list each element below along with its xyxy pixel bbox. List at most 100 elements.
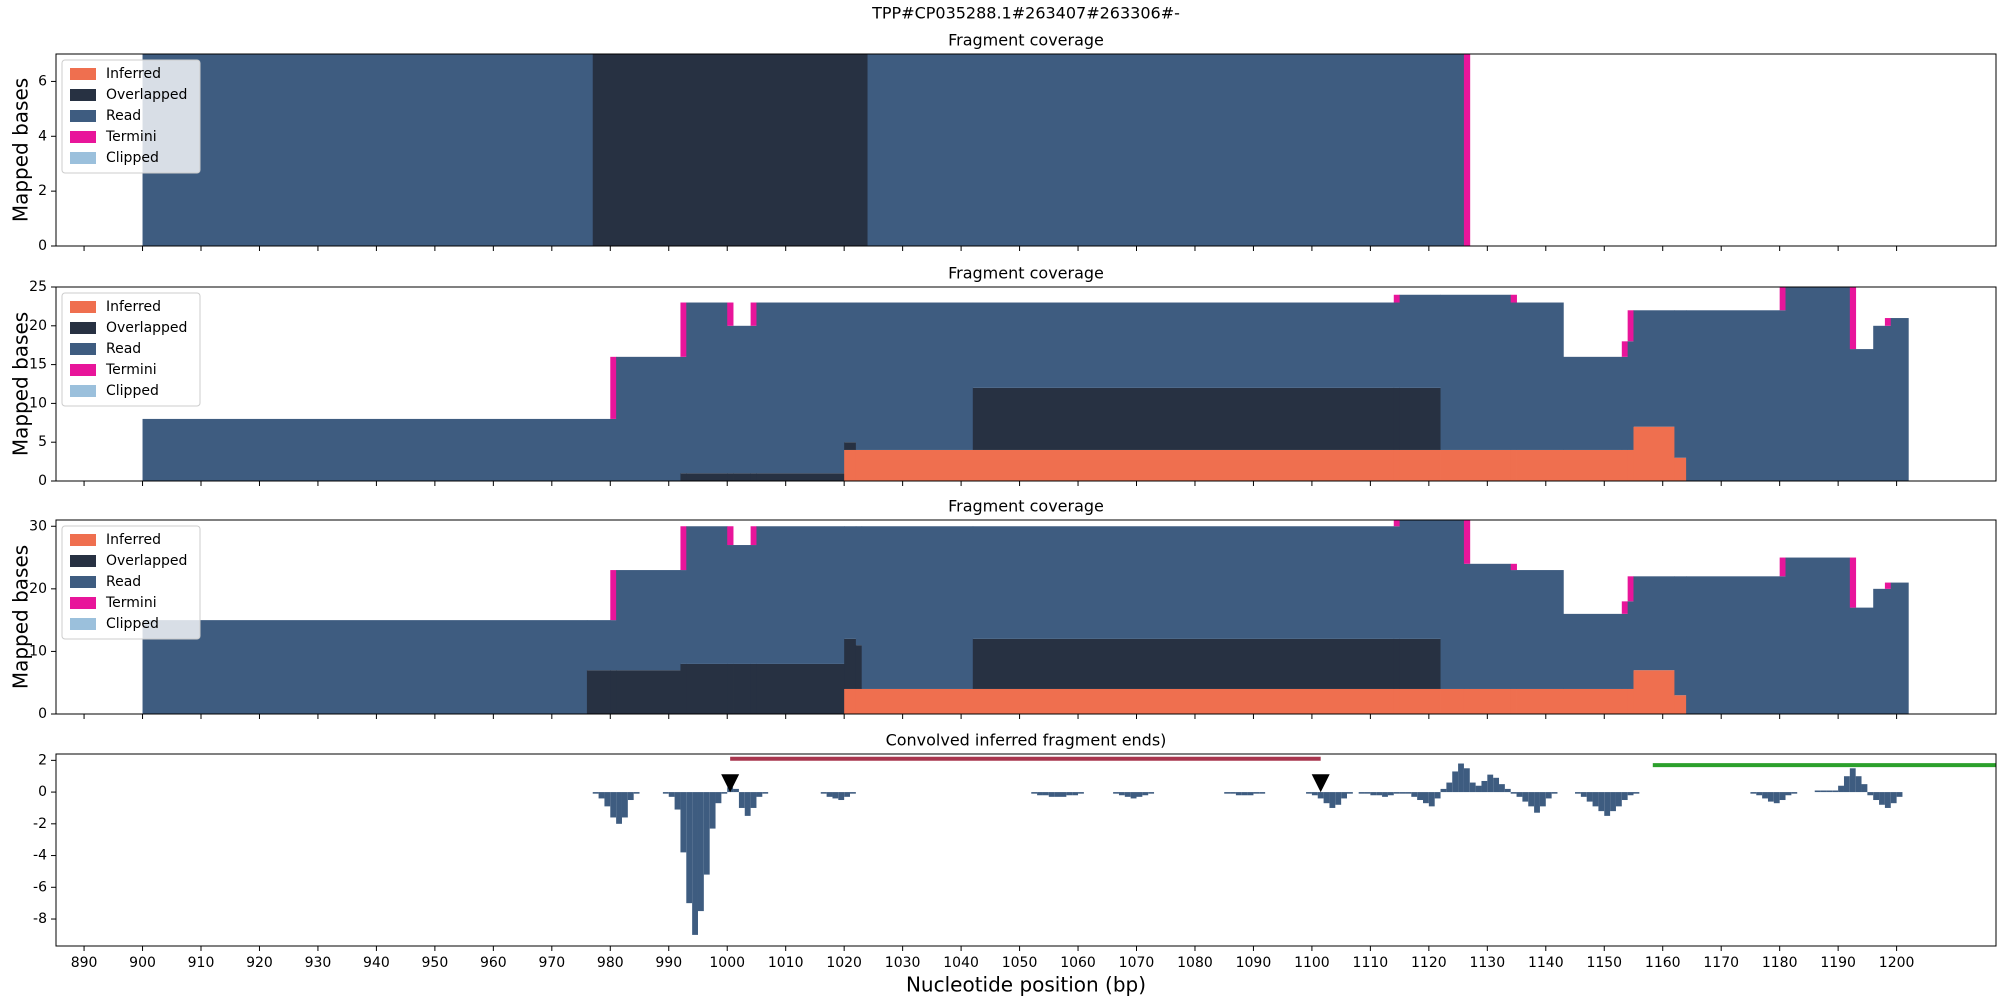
coverage-segment: [1399, 449, 1441, 481]
coverage-segment: [1469, 563, 1512, 689]
bar: [1113, 792, 1119, 794]
bar: [1253, 792, 1260, 794]
coverage-segment: [1516, 570, 1564, 689]
coverage-segment: [586, 620, 611, 671]
legend-swatch: [70, 131, 96, 143]
coverage-segment: [1855, 349, 1874, 481]
coverage-segment: [1621, 688, 1629, 714]
coverage-segment: [1674, 576, 1687, 696]
bar: [1504, 788, 1511, 793]
axes-frame: [55, 519, 1997, 715]
coverage-segment: [1510, 570, 1517, 689]
coverage-segment: [142, 620, 588, 714]
x-tick-label: 970: [538, 955, 565, 971]
coverage-segment: [727, 302, 734, 326]
coverage-segment: [844, 449, 857, 481]
panel-title: Fragment coverage: [948, 497, 1104, 516]
coverage-segment: [1510, 449, 1517, 481]
coverage-segment: [1890, 582, 1909, 714]
coverage-segment: [1890, 318, 1909, 481]
bar: [598, 792, 605, 799]
coverage-segment: [855, 449, 974, 481]
bar: [715, 792, 722, 804]
x-tick-label: 1030: [885, 955, 921, 971]
coverage-segment: [1393, 449, 1401, 481]
coverage-segment: [750, 325, 757, 474]
coverage-segment: [972, 688, 1395, 714]
x-tick-label: 1040: [943, 955, 979, 971]
legend-swatch: [70, 385, 96, 397]
plot-area: [592, 756, 1996, 935]
legend-swatch: [70, 534, 96, 546]
bar: [1873, 792, 1880, 801]
coverage-segment: [610, 620, 617, 671]
coverage-segment: [616, 570, 681, 671]
coverage-segment: [1855, 607, 1874, 714]
bar: [1779, 792, 1786, 801]
coverage-segment: [727, 663, 734, 714]
bar: [744, 792, 751, 816]
bar: [1890, 792, 1897, 804]
panel-title: Fragment coverage: [948, 31, 1104, 50]
legend-swatch: [70, 576, 96, 588]
bar: [1791, 792, 1798, 794]
bar: [1042, 792, 1049, 796]
bar: [1230, 792, 1236, 794]
coverage-segment: [972, 526, 1395, 639]
y-tick-label: 5: [38, 434, 47, 450]
legend-label: Clipped: [106, 616, 159, 632]
coverage-segment: [680, 663, 687, 714]
coverage-segment: [1399, 294, 1441, 388]
legend-swatch: [70, 110, 96, 122]
legend-box: [61, 59, 201, 174]
coverage-segment: [686, 473, 728, 481]
y-tick-label: -8: [33, 911, 47, 927]
coverage-segment: [733, 325, 752, 474]
coverage-segment: [1627, 341, 1634, 450]
bar: [1124, 792, 1131, 797]
plot-area: [142, 287, 1909, 481]
coverage-segment: [1399, 520, 1441, 639]
bar: [1849, 768, 1856, 793]
coverage-segment: [972, 638, 1395, 689]
legend-label: Read: [106, 341, 141, 357]
bar: [1534, 792, 1540, 813]
coverage-segment: [1463, 520, 1471, 564]
bar: [1411, 792, 1418, 797]
coverage-segment: [733, 663, 752, 714]
y-tick-label: 2: [38, 183, 47, 199]
coverage-segment: [750, 302, 757, 326]
coverage-segment: [1779, 287, 1786, 311]
bar: [721, 792, 728, 794]
coverage-segment: [1873, 588, 1886, 714]
legend-box: [61, 292, 201, 407]
bar: [1487, 774, 1494, 793]
bar: [686, 792, 693, 904]
bar: [1522, 792, 1529, 802]
bar: [1317, 792, 1324, 799]
x-tick-label: 950: [422, 955, 449, 971]
y-tick-label: 20: [29, 581, 47, 597]
panel-title: Convolved inferred fragment ends): [886, 731, 1167, 750]
legend-label: Overlapped: [106, 320, 187, 336]
x-axis-label: Nucleotide position (bp): [906, 973, 1146, 997]
coverage-segment: [727, 526, 734, 546]
coverage-segment: [1510, 302, 1517, 450]
bar: [844, 792, 851, 797]
coverage-segment: [610, 670, 617, 714]
bar: [1446, 782, 1453, 793]
bar: [1615, 792, 1622, 807]
bar: [1136, 792, 1143, 797]
coverage-segment: [1516, 449, 1564, 481]
x-tick-label: 890: [71, 955, 98, 971]
coverage-segment: [727, 473, 734, 481]
bar: [1311, 792, 1318, 796]
bar: [1364, 792, 1371, 794]
bar: [1346, 792, 1353, 794]
bar: [1826, 790, 1833, 793]
x-tick-label: 1060: [1060, 955, 1096, 971]
bar: [1633, 792, 1640, 794]
bar: [1750, 792, 1757, 794]
y-tick-label: 25: [29, 279, 47, 295]
legend-label: Termini: [105, 362, 157, 378]
